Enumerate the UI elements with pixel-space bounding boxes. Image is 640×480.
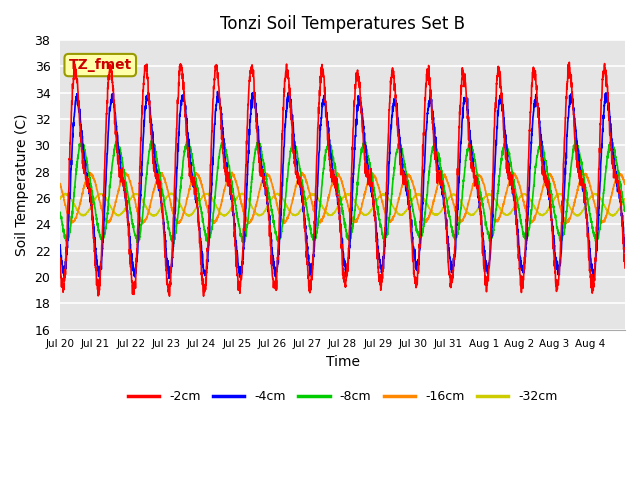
Legend: -2cm, -4cm, -8cm, -16cm, -32cm: -2cm, -4cm, -8cm, -16cm, -32cm: [123, 385, 563, 408]
Title: Tonzi Soil Temperatures Set B: Tonzi Soil Temperatures Set B: [220, 15, 465, 33]
Text: TZ_fmet: TZ_fmet: [68, 58, 132, 72]
Y-axis label: Soil Temperature (C): Soil Temperature (C): [15, 114, 29, 256]
X-axis label: Time: Time: [326, 355, 360, 369]
